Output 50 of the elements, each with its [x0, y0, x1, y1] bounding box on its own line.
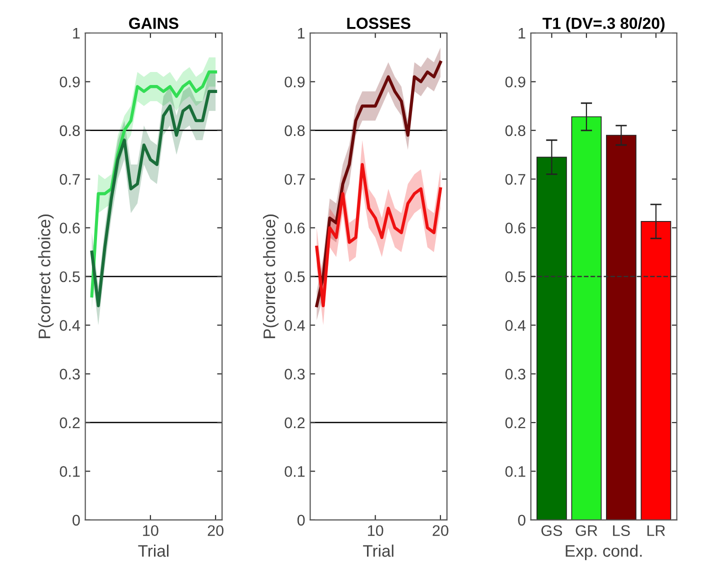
y-tick-label: 0.2	[284, 417, 305, 428]
y-tick-label: 0.6	[284, 222, 305, 234]
y-tick-label: 0.4	[284, 320, 305, 331]
chart-title: GAINS	[129, 18, 178, 29]
x-axis-title: Trial	[363, 544, 394, 557]
y-tick-label: 0.5	[505, 271, 526, 282]
y-tick-label: 0.1	[284, 466, 305, 477]
y-tick-label: 0.7	[284, 174, 305, 185]
x-tick-label: 20	[432, 525, 448, 536]
y-tick-label: 0.9	[60, 76, 80, 88]
y-tick-label: 0.6	[505, 222, 526, 234]
y-tick-label: 0	[518, 514, 526, 526]
y-tick-label: 0.2	[505, 417, 526, 428]
x-tick-label: LR	[647, 525, 666, 536]
y-tick-label: 0.7	[505, 174, 526, 185]
y-tick-label: 0.3	[60, 368, 80, 380]
y-tick-label: 0.8	[60, 125, 80, 136]
x-tick-label: 20	[208, 525, 224, 536]
y-tick-label: 0.7	[60, 174, 80, 185]
y-tick-label: 0.4	[60, 320, 80, 331]
y-tick-label: 0.5	[284, 271, 305, 282]
y-tick-label: 0.8	[284, 125, 305, 136]
y-tick-label: 0.3	[284, 368, 305, 380]
line-series	[315, 162, 442, 308]
y-tick-label: 0.2	[60, 417, 80, 428]
y-tick-label: 0.8	[505, 125, 526, 136]
y-tick-label: 1	[73, 28, 80, 39]
y-axis-title: P(correct choice)	[263, 214, 279, 338]
x-tick-label: LS	[613, 525, 630, 536]
x-axis-title: Trial	[138, 544, 168, 557]
y-tick-label: 0.9	[505, 76, 526, 88]
y-tick-label: 0.1	[505, 466, 526, 477]
y-tick-label: 0.3	[505, 368, 526, 380]
chart-title: LOSSES	[347, 18, 410, 29]
y-tick-label: 0	[297, 514, 305, 526]
y-axis-title: P(correct choice)	[38, 214, 54, 338]
y-tick-label: 1	[518, 28, 526, 39]
y-tick-label: 1	[298, 28, 305, 39]
chart-title: T1 (DV=.3 80/20)	[542, 17, 665, 32]
y-tick-label: 0.1	[60, 466, 80, 477]
y-tick-label: 0.9	[284, 76, 305, 88]
y-tick-label: 0.6	[60, 222, 80, 234]
x-tick-label: 10	[368, 525, 384, 536]
y-tick-label: 0	[72, 514, 80, 526]
y-tick-label: 0.5	[60, 271, 80, 282]
x-tick-label: GS	[541, 525, 562, 536]
x-tick-label: 10	[143, 525, 158, 536]
x-tick-label: GR	[576, 525, 598, 536]
x-axis-title: Exp. cond.	[566, 544, 642, 560]
y-tick-label: 0.4	[505, 320, 526, 331]
